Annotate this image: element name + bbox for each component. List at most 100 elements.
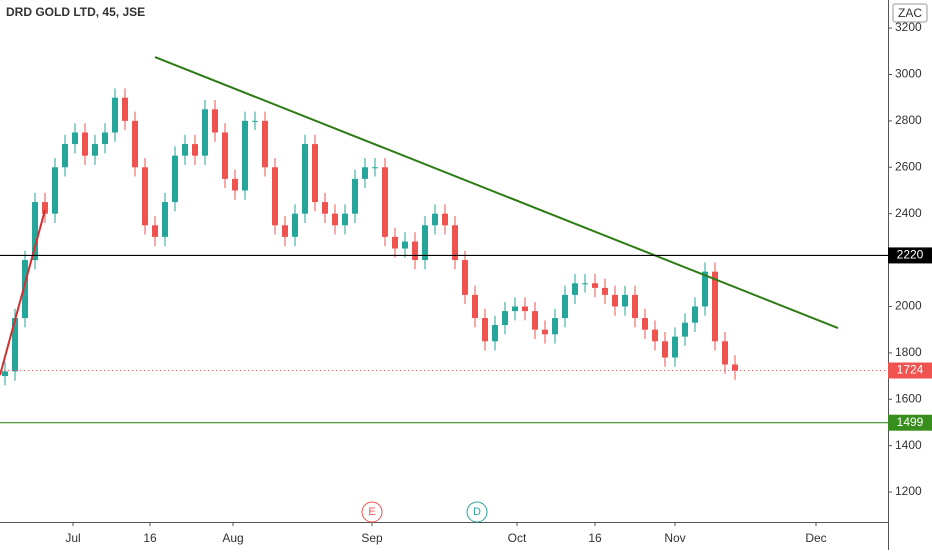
candle-body bbox=[282, 225, 288, 237]
candle-body bbox=[312, 144, 318, 203]
candle-body bbox=[172, 155, 178, 203]
candle-body bbox=[242, 120, 248, 191]
candle-body bbox=[192, 144, 198, 156]
x-tick-label: Oct bbox=[508, 531, 527, 545]
candle-body bbox=[652, 329, 658, 342]
candle-body bbox=[632, 294, 638, 319]
candle-body bbox=[352, 178, 358, 214]
candle-body bbox=[512, 306, 518, 312]
x-tick-label: Jul bbox=[65, 531, 80, 545]
y-tick-label: 1800 bbox=[895, 345, 922, 359]
candle-body bbox=[692, 306, 698, 323]
candle-body bbox=[572, 283, 578, 295]
x-tick-label: Dec bbox=[805, 531, 826, 545]
candle-body bbox=[302, 144, 308, 214]
candle-body bbox=[232, 178, 238, 191]
level-label: 1724 bbox=[897, 363, 924, 377]
candle-body bbox=[122, 97, 128, 121]
x-tick-label: 16 bbox=[588, 531, 602, 545]
y-tick-label: 1200 bbox=[895, 484, 922, 498]
candle-body bbox=[642, 318, 648, 330]
candle-body bbox=[472, 294, 478, 319]
candle-body bbox=[612, 294, 618, 307]
candle-body bbox=[432, 213, 438, 226]
candle-body bbox=[722, 341, 728, 365]
y-tick-label: 3000 bbox=[895, 67, 922, 81]
level-label: 1499 bbox=[897, 415, 924, 429]
candle-body bbox=[202, 109, 208, 156]
candle-body bbox=[132, 120, 138, 168]
currency: ZAC bbox=[898, 6, 922, 20]
price-axis bbox=[888, 0, 932, 550]
candle-body bbox=[412, 241, 418, 261]
candle-body bbox=[732, 364, 738, 371]
x-tick-label: Aug bbox=[222, 531, 243, 545]
level-label: 2220 bbox=[897, 248, 924, 262]
candle-body bbox=[82, 132, 88, 156]
candle-body bbox=[2, 371, 8, 377]
candle-body bbox=[42, 202, 48, 214]
level-label-bg bbox=[888, 247, 932, 264]
candle-body bbox=[72, 132, 78, 145]
trend-line bbox=[154, 56, 839, 329]
x-tick-label: Sep bbox=[361, 531, 383, 545]
candle-body bbox=[442, 213, 448, 226]
candle-body bbox=[212, 109, 218, 133]
candle-body bbox=[92, 144, 98, 156]
candle-body bbox=[422, 225, 428, 261]
candle-body bbox=[462, 260, 468, 295]
candle-body bbox=[332, 213, 338, 226]
y-tick-label: 2600 bbox=[895, 159, 922, 173]
x-tick-label: Nov bbox=[664, 531, 685, 545]
candle-body bbox=[162, 202, 168, 237]
y-tick-label: 2400 bbox=[895, 206, 922, 220]
event-marker bbox=[466, 501, 488, 523]
candle-body bbox=[102, 132, 108, 145]
candle-body bbox=[152, 225, 158, 237]
y-tick-label: 3200 bbox=[895, 20, 922, 34]
candle-body bbox=[342, 213, 348, 226]
candle-body bbox=[452, 225, 458, 261]
candle-body bbox=[562, 294, 568, 319]
candle-body bbox=[292, 213, 298, 237]
candle-body bbox=[592, 283, 598, 288]
candle-body bbox=[372, 167, 378, 169]
candle-body bbox=[182, 144, 188, 156]
candle-body bbox=[142, 167, 148, 226]
event-marker bbox=[361, 501, 383, 523]
candle-body bbox=[22, 260, 28, 319]
candle-body bbox=[522, 306, 528, 312]
candle-body bbox=[492, 325, 498, 342]
event-label: D bbox=[473, 506, 481, 518]
candle-body bbox=[582, 283, 588, 285]
candle-body bbox=[712, 271, 718, 342]
y-tick-label: 2800 bbox=[895, 113, 922, 127]
candle-body bbox=[112, 97, 118, 133]
chart-title: DRD GOLD LTD, 45, JSE bbox=[6, 5, 145, 19]
y-tick-label: 2000 bbox=[895, 299, 922, 313]
candle-body bbox=[52, 167, 58, 214]
level-label-bg bbox=[888, 414, 932, 431]
candle-body bbox=[502, 311, 508, 326]
candle-body bbox=[662, 341, 668, 358]
y-tick-label: 1400 bbox=[895, 438, 922, 452]
candle-body bbox=[552, 318, 558, 335]
candle-body bbox=[322, 202, 328, 214]
x-tick-label: 16 bbox=[143, 531, 157, 545]
candle-body bbox=[482, 318, 488, 342]
candle-body bbox=[602, 287, 608, 295]
candle-body bbox=[672, 336, 678, 358]
event-label: E bbox=[368, 506, 375, 518]
candle-body bbox=[12, 318, 18, 372]
candle-body bbox=[622, 294, 628, 307]
candle-body bbox=[382, 167, 388, 237]
candle-body bbox=[32, 202, 38, 261]
candle-body bbox=[262, 120, 268, 168]
candle-body bbox=[682, 322, 688, 337]
y-tick-label: 1600 bbox=[895, 391, 922, 405]
candle-body bbox=[222, 132, 228, 179]
candle-body bbox=[392, 236, 398, 249]
candle-body bbox=[272, 167, 278, 226]
trend-line bbox=[0, 209, 46, 376]
